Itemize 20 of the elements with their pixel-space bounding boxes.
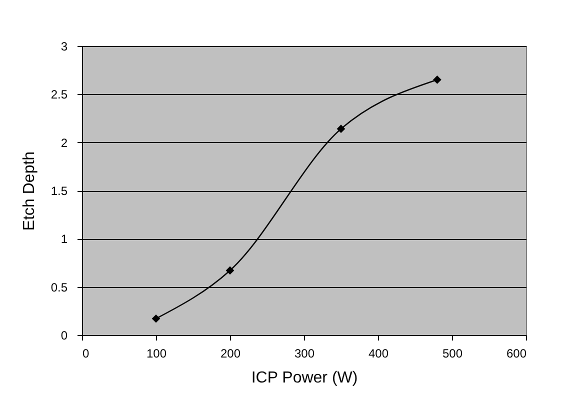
x-tick-label: 400 [368,346,389,360]
y-tick-label: 2.5 [50,88,68,102]
y-axis-title: Etch Depth [20,151,38,231]
y-tick-label: 1.5 [50,184,68,198]
y-tick-label: 3 [60,40,68,54]
point [433,76,442,84]
x-tick-label: 0 [82,346,90,360]
x-tick-label: 600 [506,346,527,360]
y-tick-label: 0.5 [50,280,68,294]
point [336,124,346,134]
x-tick-label: 200 [220,346,241,360]
y-tick-label: 2 [60,136,68,150]
x-tick-label: 100 [146,346,167,360]
point [152,314,160,323]
y-tick-label: 1 [60,232,68,246]
x-tick-label: 500 [442,346,463,360]
x-tick-label: 300 [294,346,315,360]
y-tick-label: 0 [60,328,68,342]
x-axis-title: ICP Power (W) [251,370,358,386]
point [226,266,234,275]
